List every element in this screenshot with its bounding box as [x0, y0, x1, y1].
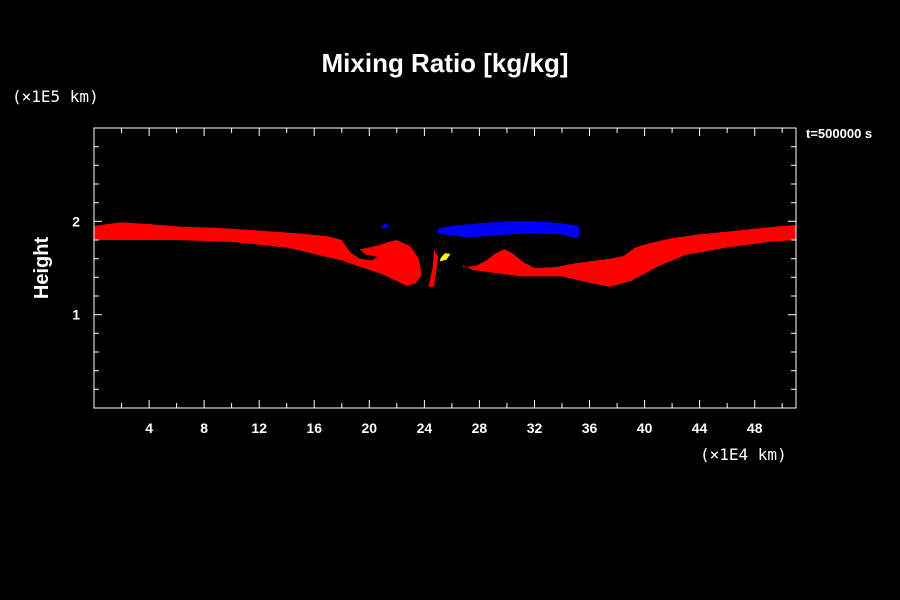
plot-frame: [93, 127, 797, 409]
time-label: t=500000 s: [806, 126, 872, 141]
x-tick-label: 48: [747, 420, 763, 436]
x-tick-label: 20: [362, 420, 378, 436]
region-center-red-filament: [428, 249, 439, 287]
x-tick-label: 24: [417, 420, 433, 436]
region-small-blue-blob: [380, 223, 390, 229]
x-tick-label: 36: [582, 420, 598, 436]
region-yellow-spot: [439, 253, 451, 262]
y-tick-label: 2: [72, 213, 80, 229]
x-unit-label: (×1E4 km): [700, 445, 787, 464]
y-axis-label: Height: [31, 237, 53, 300]
x-tick-label: 8: [200, 420, 208, 436]
y-unit-label: (×1E5 km): [12, 87, 99, 106]
mixing-ratio-field: [94, 221, 796, 287]
chart-title: Mixing Ratio [kg/kg]: [322, 48, 569, 78]
region-right-red-band: [462, 225, 796, 287]
y-tick-label: 1: [72, 307, 80, 323]
x-tick-label: 44: [692, 420, 708, 436]
x-tick-label: 40: [637, 420, 653, 436]
x-tick-label: 4: [145, 420, 153, 436]
x-tick-label: 12: [251, 420, 267, 436]
region-left-red-band: [94, 222, 422, 286]
x-tick-label: 32: [527, 420, 543, 436]
x-tick-label: 16: [306, 420, 322, 436]
region-top-blue-cloud: [438, 221, 580, 239]
x-tick-label: 28: [472, 420, 488, 436]
